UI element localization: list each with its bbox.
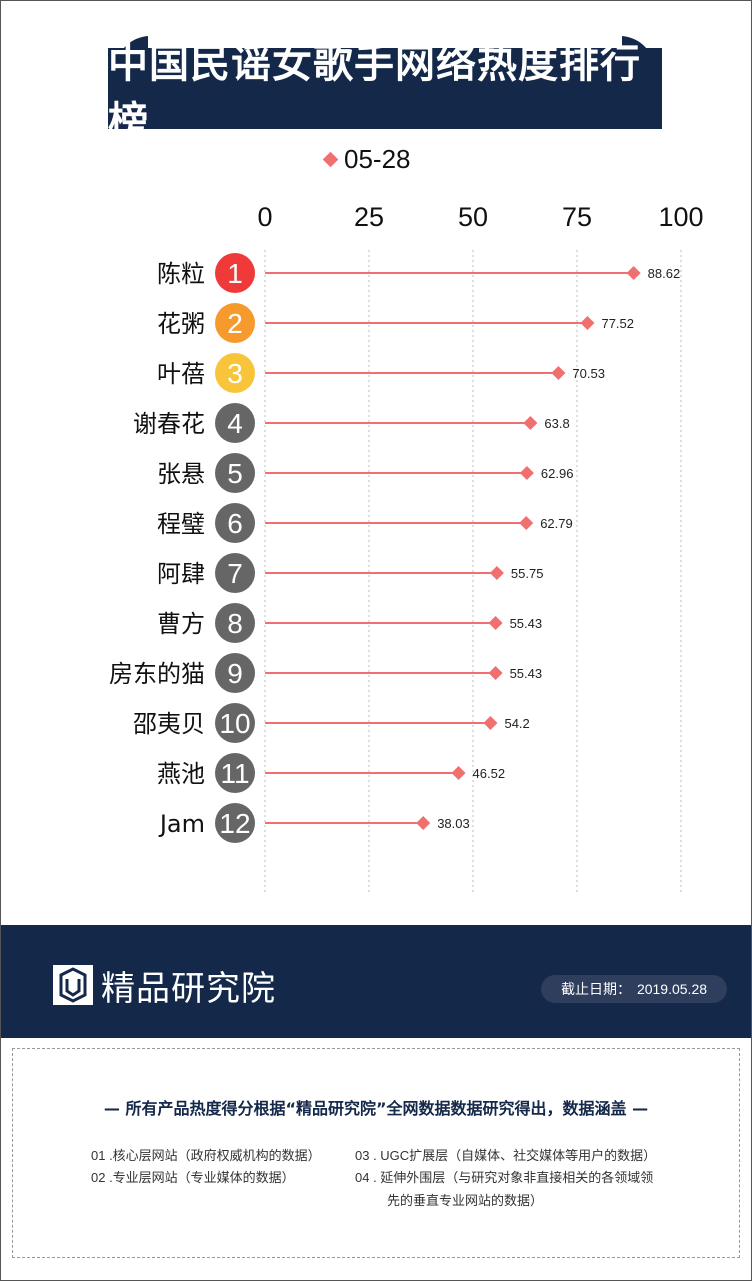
legend[interactable]: 05-28 [322,144,411,175]
data-label: 63.8 [544,416,569,431]
rank-badge [215,753,255,793]
rank-badge [215,503,255,543]
data-label: 77.52 [601,316,634,331]
data-label: 54.2 [504,716,529,731]
rank-number: 12 [219,808,250,839]
rank-number: 8 [227,608,243,639]
data-label: 62.79 [540,516,573,531]
data-label: 88.62 [648,266,681,281]
footer-bar: 精品研究院 截止日期： 2019.05.28 [1,925,751,1038]
x-tick-label: 75 [562,202,592,232]
data-label: 46.52 [473,766,506,781]
note-item-04: 04 . 延伸外围层（与研究对象非直接相关的各领域领 [355,1170,654,1185]
category-label: 燕池 [157,760,205,788]
rank-number: 10 [219,708,250,739]
x-tick-label: 25 [354,202,384,232]
data-point-diamond [416,816,431,830]
data-point-diamond [523,416,538,430]
data-label: 55.43 [510,666,543,681]
category-label: 谢春花 [133,410,205,438]
data-label: 55.43 [510,616,543,631]
data-label: 70.53 [572,366,605,381]
x-tick-label: 0 [257,202,272,232]
note-item-01: 01 .核心层网站（政府权威机构的数据） [91,1148,321,1163]
data-point-diamond [488,666,503,680]
notes-panel: — 所有产品热度得分根据“精品研究院”全网数据数据研究得出，数据涵盖 — 01 … [12,1048,740,1258]
legend-label: 05-28 [344,144,411,174]
date-badge: 截止日期： 2019.05.28 [541,975,727,1003]
rank-badge [215,553,255,593]
category-label: 叶蓓 [157,360,205,388]
data-point-diamond [626,266,641,280]
x-tick-label: 100 [658,202,703,232]
rank-badge [215,653,255,693]
data-point-diamond [519,516,534,530]
rank-badge [215,453,255,493]
category-label: 花粥 [157,310,205,338]
rank-badge [215,253,255,293]
rank-number: 6 [227,508,243,539]
rank-badge [215,603,255,643]
note-item-04-cont: 先的垂直专业网站的数据） [387,1193,544,1208]
rank-number: 11 [220,758,249,789]
rank-number: 9 [227,658,243,689]
note-item-03: 03 . UGC扩展层（自媒体、社交媒体等用户的数据） [355,1148,657,1163]
category-label: 曹方 [157,610,205,638]
chart-title: 中国民谣女歌手网络热度排行榜 [108,40,641,145]
data-label: 38.03 [437,816,470,831]
data-point-diamond [489,566,504,580]
category-label: 房东的猫 [109,660,205,688]
rank-number: 2 [227,308,243,339]
category-label: 邵夷贝 [133,710,205,738]
rank-number: 3 [227,358,243,389]
date-label: 截止日期： [560,981,631,997]
category-label: 张悬 [157,460,205,488]
data-point-diamond [580,316,595,330]
data-label: 55.75 [511,566,544,581]
rank-badge [215,403,255,443]
note-item-02: 02 .专业层网站（专业媒体的数据） [91,1170,295,1185]
rank-number: 1 [227,258,243,289]
rank-number: 7 [227,558,243,589]
x-tick-label: 50 [458,202,488,232]
title-banner: 中国民谣女歌手网络热度排行榜 [108,41,662,145]
data-point-diamond [519,466,534,480]
category-label: 阿肆 [157,560,205,588]
category-label: 程璧 [157,510,205,538]
rank-number: 5 [227,458,243,489]
date-value: 2019.05.28 [636,981,708,997]
brand-logo-icon [53,965,93,1005]
data-point-diamond [551,366,566,380]
data-point-diamond [483,716,498,730]
data-label: 62.96 [541,466,574,481]
category-label: 陈粒 [157,260,205,288]
rank-badge [215,803,255,843]
brand-name: 精品研究院 [101,969,276,1009]
data-point-diamond [451,766,466,780]
category-label: Jam [158,810,205,838]
rank-badge [215,703,255,743]
notes-heading: — 所有产品热度得分根据“精品研究院”全网数据数据研究得出，数据涵盖 — [103,1099,649,1118]
rank-badge [215,303,255,343]
rank-badge [215,353,255,393]
data-point-diamond [488,616,503,630]
rank-number: 4 [227,408,243,439]
